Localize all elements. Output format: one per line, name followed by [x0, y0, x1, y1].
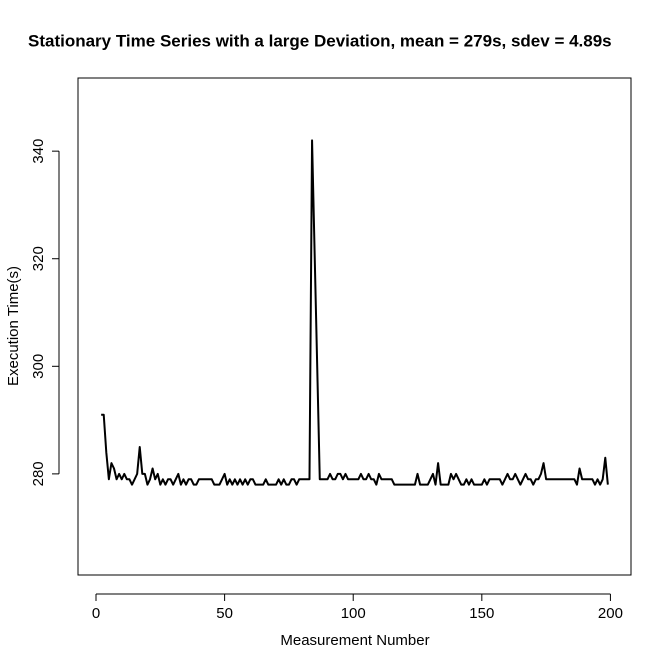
x-tick-label: 50: [216, 605, 233, 622]
plot-box: [77, 77, 632, 576]
y-tick-label: 340: [30, 139, 47, 164]
x-tick-label: 150: [469, 605, 494, 622]
data-line: [101, 139, 609, 486]
x-axis-label: Measurement Number: [280, 632, 429, 649]
y-tick-label: 300: [30, 354, 47, 379]
x-tick-label: 0: [92, 605, 100, 622]
y-tick-label: 320: [30, 246, 47, 271]
x-tick-label: 200: [598, 605, 623, 622]
chart-title: Stationary Time Series with a large Devi…: [28, 31, 612, 50]
y-tick-label: 280: [30, 461, 47, 486]
y-axis-label: Execution Time(s): [5, 266, 22, 386]
x-tick-label: 100: [341, 605, 366, 622]
